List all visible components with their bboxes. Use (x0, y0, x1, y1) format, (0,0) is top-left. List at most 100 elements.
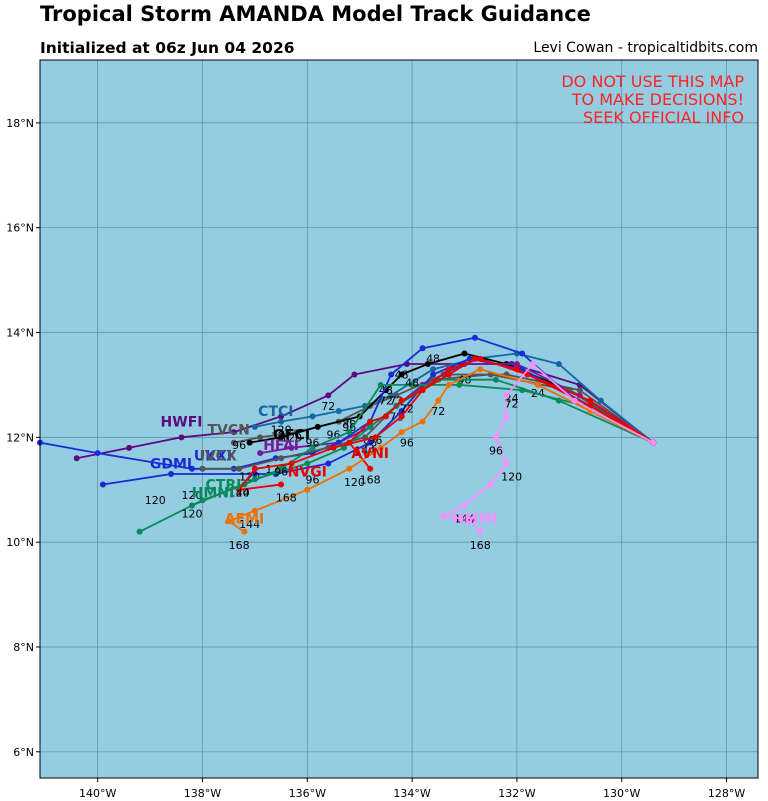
track-line-ukxi (40, 336, 654, 470)
model-label-tvcn: TVCN (207, 422, 249, 438)
track-point-hwfi (351, 371, 358, 378)
model-label-hmni: HMNI (192, 485, 235, 501)
track-line-aemi (227, 368, 654, 533)
forecast-hour-label: 96 (326, 429, 340, 442)
track-point-hmni (409, 381, 416, 388)
track-point-nvgi (251, 465, 258, 472)
track-point-ukxi (419, 345, 426, 352)
forecast-hour-label: 72 (431, 405, 445, 418)
track-point-hmmi (650, 439, 657, 446)
track-point-aemi (534, 381, 541, 388)
track-point-gdmi (251, 471, 258, 478)
track-point-ivcx (236, 465, 243, 472)
track-point-ukxi (94, 450, 101, 457)
model-label-hfai: HFAI (263, 438, 299, 454)
track-point-hmni (377, 381, 384, 388)
x-tick-label: 136°W (289, 787, 326, 800)
track-point-hwfi (178, 434, 185, 441)
x-tick-label: 128°W (708, 787, 745, 800)
track-point-avni (398, 397, 405, 404)
track-point-avni (382, 413, 389, 420)
track-point-avni (445, 371, 452, 378)
track-point-aemi (225, 518, 232, 525)
forecast-hour-label: 168 (229, 539, 250, 552)
track-point-aemi (346, 465, 353, 472)
track-point-nvgi (288, 460, 295, 467)
model-label-nvgi: NVGI (288, 464, 327, 480)
track-point-ctri (304, 460, 311, 467)
track-point-tvcn (393, 392, 400, 399)
forecast-hour-label: 96 (368, 434, 382, 447)
x-tick-label: 140°W (79, 787, 116, 800)
track-point-hmmi (529, 360, 536, 367)
forecast-hour-label: 144 (239, 518, 260, 531)
x-tick-label: 130°W (603, 787, 640, 800)
track-point-ctri (251, 476, 258, 483)
model-label-aemi: AEMI (225, 512, 265, 528)
track-point-hfai (513, 360, 520, 367)
warning-text: TO MAKE DECISIONS! (571, 90, 744, 109)
track-point-ctri (367, 423, 374, 430)
track-point-aemi (377, 444, 384, 451)
plot-frame (39, 59, 759, 779)
forecast-hour-label: 120 (271, 423, 292, 436)
track-line-hmmi (442, 363, 654, 533)
forecast-hour-label: 72 (321, 400, 335, 413)
track-point-hmmi (466, 518, 473, 525)
track-point-ofci (246, 439, 253, 446)
track-point-ctri (492, 376, 499, 383)
y-tick-label: 14°N (6, 327, 34, 340)
warning-text: SEEK OFFICIAL INFO (583, 108, 744, 127)
x-tick-label: 138°W (184, 787, 221, 800)
y-tick-label: 6°N (13, 746, 34, 759)
track-point-ofci (278, 434, 285, 441)
track-point-hmmi (503, 413, 510, 420)
track-point-ukxi (188, 465, 195, 472)
forecast-hour-label: 48 (426, 353, 440, 366)
model-label-ukxi: UKXI (194, 449, 232, 465)
x-tick-label: 132°W (498, 787, 535, 800)
track-point-hmmi (503, 392, 510, 399)
chart-credit: Levi Cowan - tropicaltidbits.com (533, 40, 758, 56)
forecast-hour-label: 48 (405, 376, 419, 389)
track-point-ctci (430, 366, 437, 373)
track-point-ctci (335, 408, 342, 415)
track-point-hmmi (477, 528, 484, 535)
track-point-aemi (251, 507, 258, 514)
track-point-ofci (314, 423, 321, 430)
track-point-hmmi (440, 512, 447, 519)
forecast-hour-label: 72 (379, 395, 393, 408)
track-point-ivcx (199, 465, 206, 472)
track-point-tvcn (257, 434, 264, 441)
track-point-ctci (251, 423, 258, 430)
model-label-gdmi: GDMI (150, 457, 192, 473)
track-point-ctri (555, 397, 562, 404)
track-point-nvgi (477, 355, 484, 362)
y-tick-label: 12°N (6, 431, 34, 444)
model-label-ctri: CTRI (206, 478, 242, 494)
track-point-nvgi (278, 481, 285, 488)
model-label-ivcx: IVCX (200, 449, 237, 465)
track-point-aemi (435, 397, 442, 404)
x-tick-label: 134°W (393, 787, 430, 800)
track-point-hwfi (73, 455, 80, 462)
track-point-hfai (288, 444, 295, 451)
track-line-gdmi (102, 357, 654, 486)
track-point-ofci (398, 371, 405, 378)
chart-title: Tropical Storm AMANDA Model Track Guidan… (40, 2, 591, 26)
track-point-gdmi (398, 408, 405, 415)
track-point-ctci (597, 397, 604, 404)
model-label-hmmi: HMMI (453, 512, 498, 528)
forecast-hour-label: 120 (181, 507, 202, 520)
track-point-hwfi (126, 444, 133, 451)
track-point-nvgi (330, 444, 337, 451)
forecast-hour-label: 120 (181, 489, 202, 502)
forecast-hour-label: 96 (306, 473, 320, 486)
track-point-nvgi (398, 413, 405, 420)
model-label-hwfi: HWFI (161, 415, 203, 431)
track-point-nvgi (236, 486, 243, 493)
track-point-aemi (398, 429, 405, 436)
forecast-hour-label: 96 (232, 439, 246, 452)
track-point-gdmi (430, 371, 437, 378)
